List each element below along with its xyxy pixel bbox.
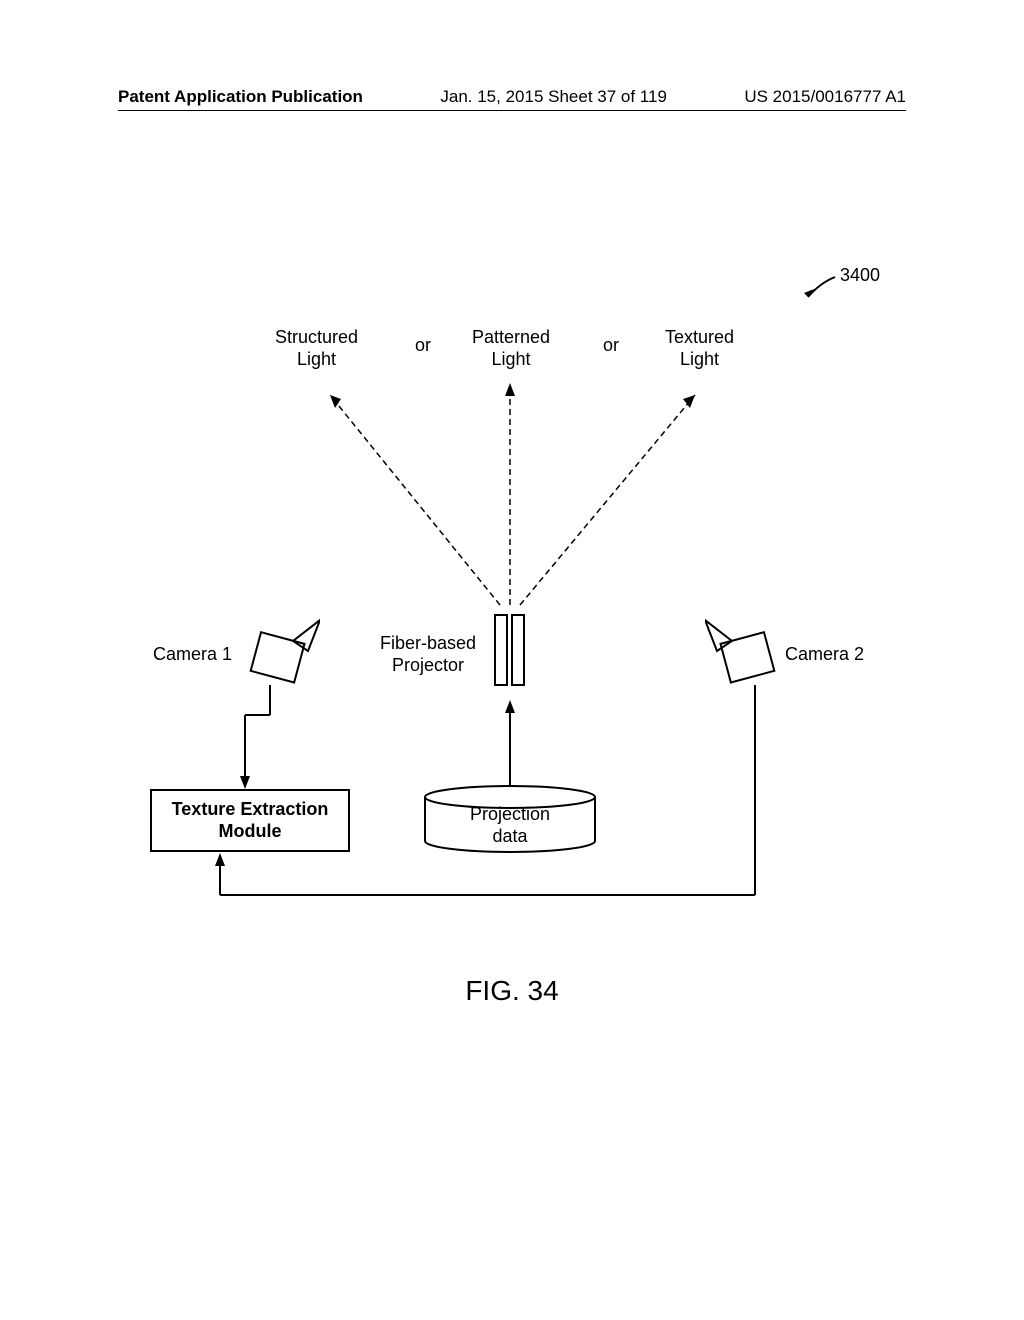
textured-light-label: Textured Light	[665, 327, 734, 370]
camera2-icon	[705, 613, 780, 688]
header-right-text: US 2015/0016777 A1	[744, 87, 906, 107]
camera1-label: Camera 1	[153, 644, 232, 665]
header-center-text: Jan. 15, 2015 Sheet 37 of 119	[440, 87, 667, 107]
patterned-light-label: Patterned Light	[472, 327, 550, 370]
or-label-2: or	[603, 335, 619, 356]
page-header: Patent Application Publication Jan. 15, …	[0, 87, 1024, 107]
projector-icon	[490, 610, 530, 690]
header-divider	[118, 110, 906, 111]
texture-extraction-module-box: Texture Extraction Module	[150, 789, 350, 852]
camera1-icon	[245, 613, 320, 688]
header-left-text: Patent Application Publication	[118, 87, 363, 107]
ref-arrow-icon	[800, 275, 840, 305]
ref-number-label: 3400	[840, 265, 880, 286]
projector-label: Fiber-based Projector	[380, 633, 476, 676]
structured-light-label: Structured Light	[275, 327, 358, 370]
figure-caption: FIG. 34	[0, 975, 1024, 1007]
figure-diagram: 3400 Structured Light or Patterned Light…	[155, 265, 870, 965]
projection-data-label: Projection data	[465, 804, 555, 847]
camera2-label: Camera 2	[785, 644, 864, 665]
or-label-1: or	[415, 335, 431, 356]
